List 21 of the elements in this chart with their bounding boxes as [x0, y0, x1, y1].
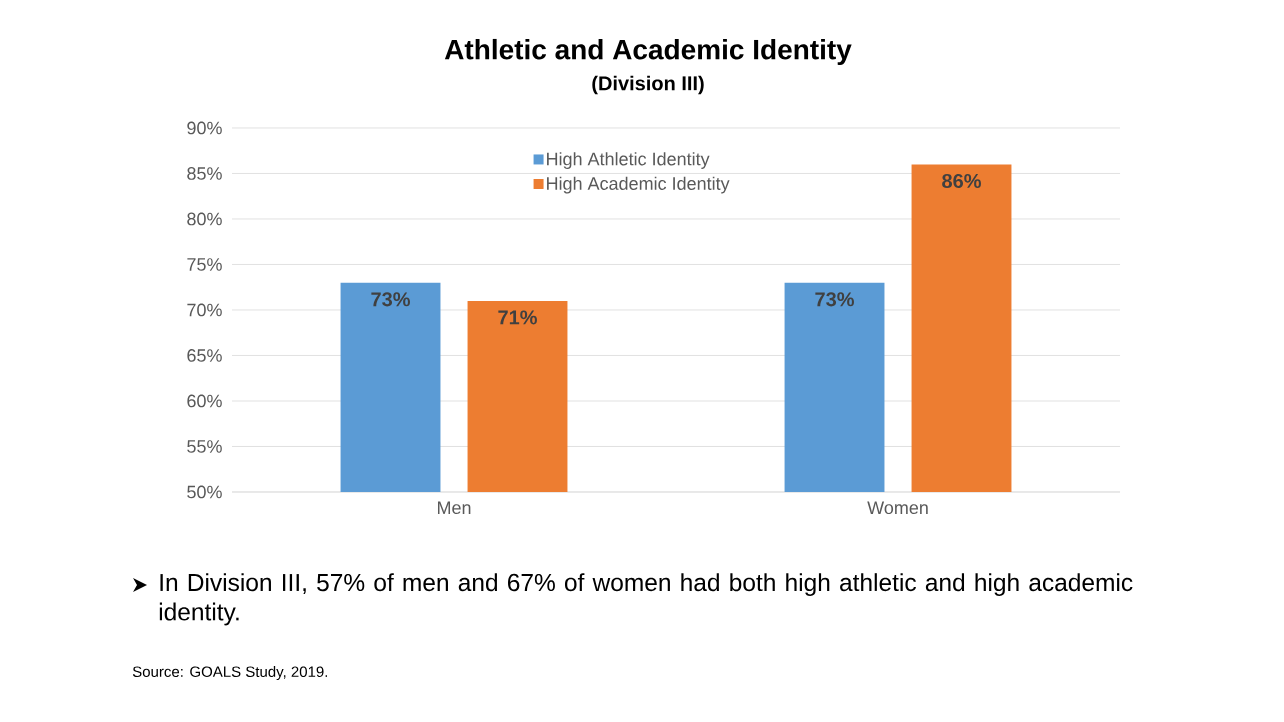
data-label: 71%: [498, 310, 537, 325]
y-tick-label: 75%: [187, 258, 222, 271]
text: In Division III, 57% of men and 67% of women had both high athletic and high academic identity.: [159, 573, 1133, 626]
source-note: Source: GOALS Study, 2019.: [132, 665, 328, 680]
y-tick-label: 85%: [187, 167, 222, 180]
y-tick-label: 80%: [187, 212, 222, 226]
y-tick-label: 55%: [187, 440, 222, 453]
y-tick-label: 70%: [187, 303, 222, 317]
y-tick-label: 50%: [187, 485, 222, 499]
y-tick-label: 90%: [187, 121, 222, 135]
chart-title: Athletic and Academic Identity: [444, 38, 852, 66]
chart-subtitle: (Division III): [592, 75, 704, 95]
legend-label: High Athletic Identity: [547, 152, 710, 169]
data-label: 73%: [371, 292, 410, 307]
data-label: 86%: [942, 173, 981, 189]
y-tick-label: 65%: [187, 349, 222, 362]
x-tick-label: Women: [867, 501, 928, 515]
y-tick-label: 60%: [187, 394, 222, 408]
x-tick-label: Men: [437, 501, 471, 515]
legend-label: High Academic Identity: [547, 176, 730, 194]
data-label: 73%: [815, 292, 854, 307]
